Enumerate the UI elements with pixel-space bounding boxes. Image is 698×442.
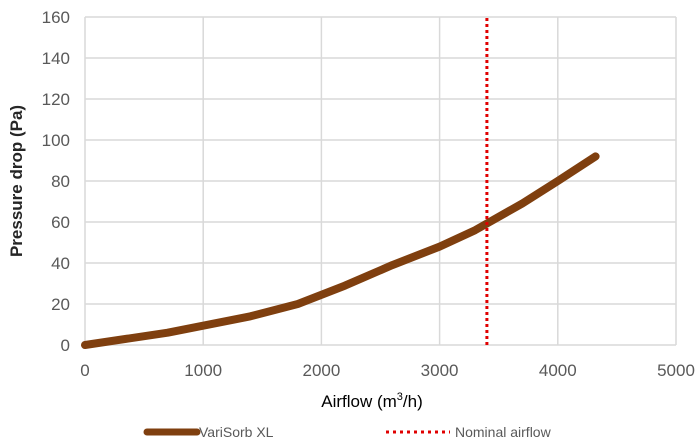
series-line-varisorb	[81, 152, 600, 349]
y-tick-label: 80	[51, 172, 70, 191]
x-tick-label: 0	[80, 361, 89, 380]
legend: VariSorb XL Nominal airflow	[143, 424, 552, 440]
x-tick-label: 4000	[539, 361, 577, 380]
y-tick-label: 160	[42, 8, 70, 27]
y-tick-label: 20	[51, 295, 70, 314]
series-group	[81, 17, 600, 349]
y-tick-label: 100	[42, 131, 70, 150]
x-tick-label: 2000	[302, 361, 340, 380]
y-tick-label: 120	[42, 90, 70, 109]
y-tick-label: 0	[61, 336, 70, 355]
y-tick-label: 60	[51, 213, 70, 232]
grid-lines	[84, 16, 677, 346]
y-tick-label: 40	[51, 254, 70, 273]
x-tick-label: 3000	[421, 361, 459, 380]
legend-label-nominal: Nominal airflow	[455, 424, 552, 440]
x-tick-label: 5000	[657, 361, 695, 380]
x-axis-title: Airflow (m3/h)	[321, 391, 423, 411]
y-tick-label: 140	[42, 49, 70, 68]
x-tick-label: 1000	[184, 361, 222, 380]
y-axis-ticks: 0 20 40 60 80 100 120 140 160	[42, 8, 70, 355]
y-axis-title: Pressure drop (Pa)	[7, 105, 26, 257]
legend-label-varisorb: VariSorb XL	[199, 424, 274, 440]
x-axis-ticks: 0 1000 2000 3000 4000 5000	[80, 361, 695, 380]
